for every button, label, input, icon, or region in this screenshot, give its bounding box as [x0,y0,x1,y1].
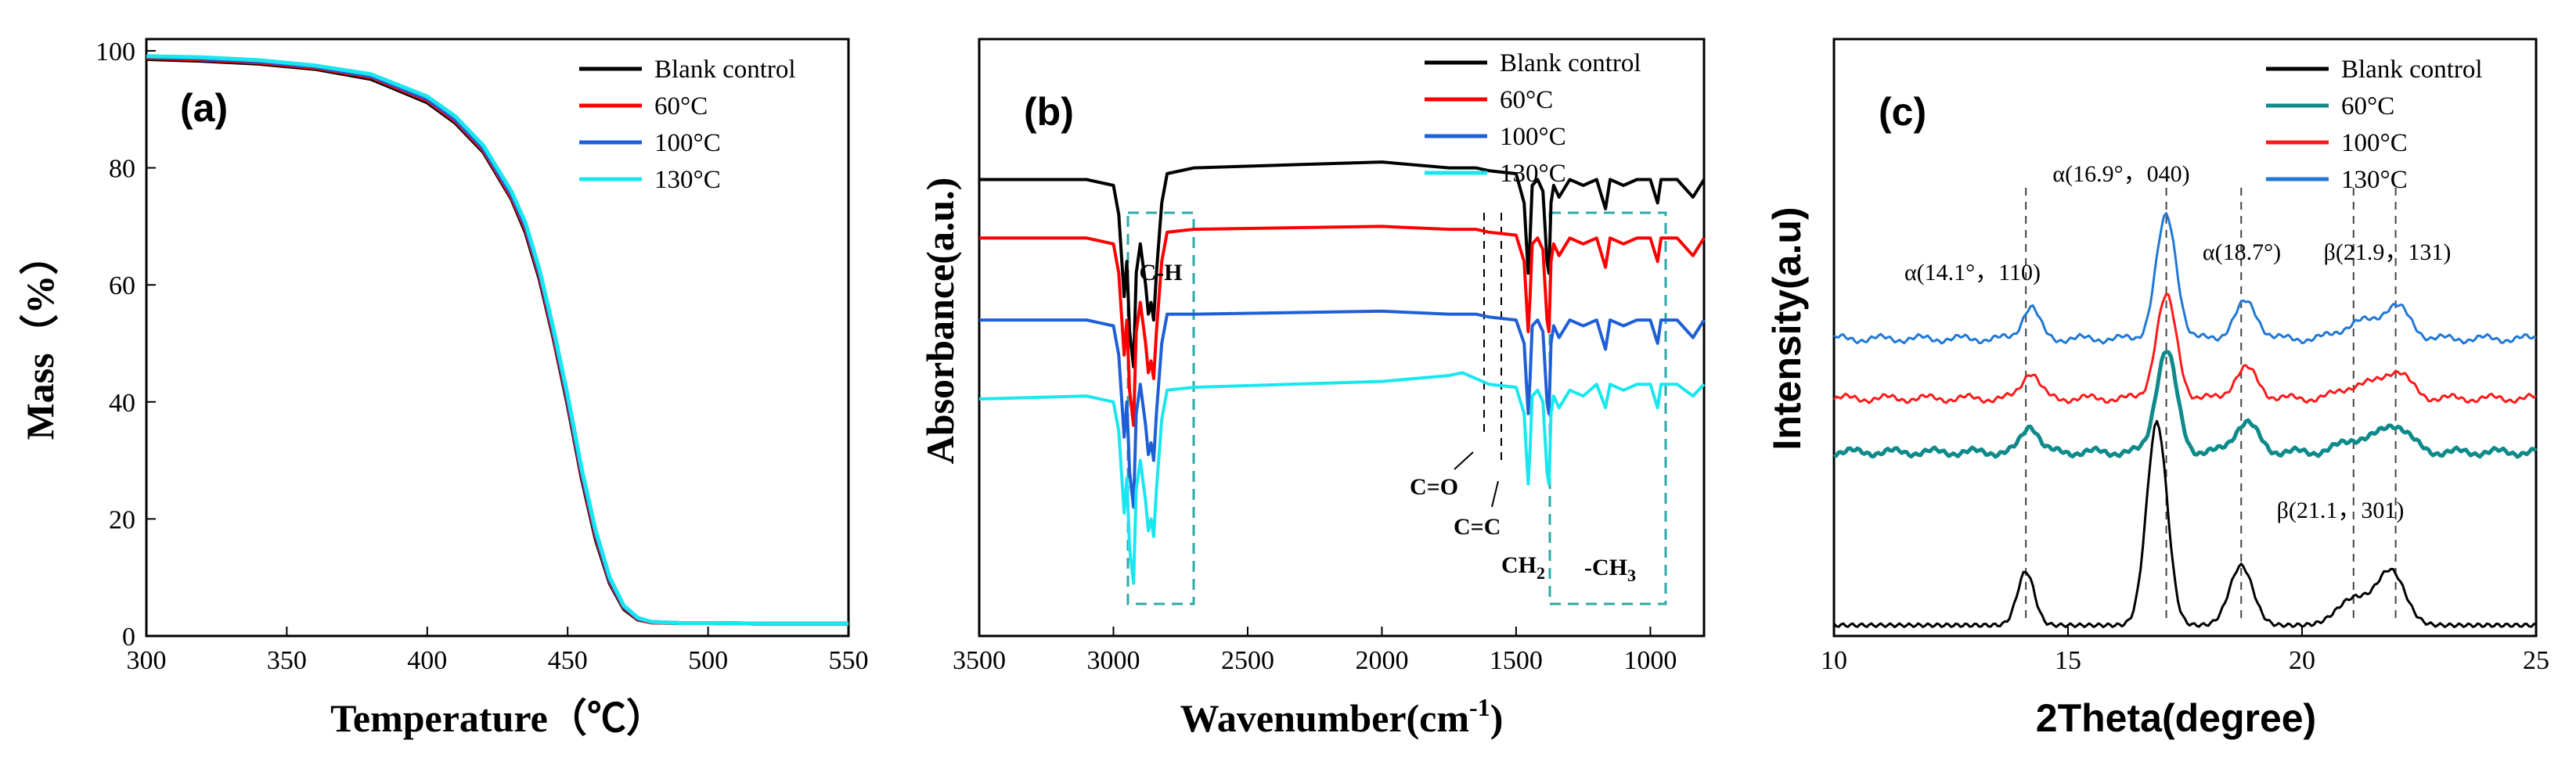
series-line-130-c [978,371,1706,585]
legend-label-100-c: 100°C [654,129,721,157]
legend-label-100-c: 100°C [1500,123,1566,151]
panel-c-peak-guides [2025,188,2397,618]
legend-label-130-c: 130°C [1500,160,1566,188]
legend-label-130-c: 130°C [654,166,721,194]
panel-c-ticks: 10 15 20 25 [1821,627,2549,675]
panel-b-frame [978,38,1706,638]
panel-b-ticks: 3500 3000 2500 2000 1500 1000 [953,627,1677,675]
panel-c-legend: Blank control 60°C 100°C 130°C [2266,56,2483,194]
legend-label-blank-control: Blank control [654,56,796,84]
panel-c-label: (c) [1879,90,1926,134]
panel-b-series [978,160,1706,585]
x-tick-label: 3500 [953,646,1006,675]
annotation-beta-301: β(21.1，301) [2277,498,2405,523]
panel-b-legend: Blank control 60°C 100°C 130°C [1425,49,1641,188]
legend-label-60-c: 60°C [2341,92,2394,120]
panel-b-xlabel: Wavenumber(cm-1) [1180,693,1504,740]
series-line-100-c [1832,293,2537,404]
legend-label-100-c: 100°C [2341,129,2408,157]
panel-a-ticks: 300 350 400 450 500 550 0 20 40 60 80 100 [95,38,869,675]
panel-b-ylabel: Absorbance(a.u.) [918,178,962,465]
series-line-blank-control [979,160,1706,368]
panel-b-highlight-boxes [1126,211,1667,605]
x-tick-label: 3000 [1086,646,1140,675]
series-line-100-c [979,309,1706,509]
y-tick-label: 40 [109,389,135,418]
panel-a-frame [145,38,850,638]
annotation-alpha-187: α(18.7°) [2203,239,2281,265]
ch3-region-box [1548,211,1667,605]
series-line-60-c [146,56,848,626]
x-tick-label: 300 [127,646,167,675]
annotation-beta-131: β(21.9，131) [2324,239,2452,265]
series-line-blank-control [146,56,848,626]
x-tick-label: 15 [2055,646,2081,675]
legend-label-blank-control: Blank control [2341,56,2483,84]
x-tick-label: 20 [2289,646,2315,675]
panel-a-ylabel: Mass（%） [18,235,62,440]
series-line-blank-control [1832,419,2537,629]
legend-label-60-c: 60°C [1500,86,1553,114]
panel-a-label: (a) [180,86,228,130]
annotation-c-h: C-H [1140,260,1183,286]
panel-c-series [1832,212,2538,629]
x-tick-label: 10 [1821,646,1847,675]
x-tick-label: 2500 [1221,646,1274,675]
panel-b-label: (b) [1024,90,1074,134]
annotation-c-o-arrow [1454,451,1474,470]
y-tick-label: 0 [122,623,135,652]
x-tick-label: 25 [2523,646,2549,675]
annotation-ch3: -CH3 [1584,555,1636,585]
y-tick-label: 80 [109,155,135,184]
legend-label-blank-control: Blank control [1500,49,1641,77]
annotation-c-c-arrow [1491,480,1499,508]
annotation-alpha-040: α(16.9°，040) [2052,161,2189,187]
annotation-ch2: CH2 [1501,552,1545,583]
ch-stretch-box [1126,211,1195,605]
panel-b: 3500 3000 2500 2000 1500 1000 (b) Wavenumber(… [918,38,1706,740]
panel-a-series [146,54,848,626]
annotation-alpha-110: α(14.1°，110) [1904,260,2041,286]
panel-a-legend: Blank control 60°C 100°C 130°C [579,56,796,194]
series-line-100-c [146,54,848,626]
series-line-130-c [146,54,848,626]
x-tick-label: 2000 [1355,646,1408,675]
legend-label-130-c: 130°C [2341,166,2408,194]
panel-c: 10 15 20 25 (c) 2Theta(degree) Intensity(a.… [1765,38,2549,740]
y-tick-label: 100 [95,38,135,66]
panel-c-xlabel: 2Theta(degree) [2036,696,2316,740]
legend-label-60-c: 60°C [654,92,708,120]
annotation-c-c: C=C [1454,514,1501,540]
panel-a-xlabel: Temperature（℃） [330,696,665,740]
series-line-60-c [979,225,1706,427]
x-tick-label: 350 [267,646,307,675]
annotation-c-o: C=O [1410,474,1458,500]
panel-a: 300 350 400 450 500 550 0 20 40 60 80 100 (a) Tempe… [18,38,869,740]
series-line-130-c [1833,212,2537,345]
x-tick-label: 450 [548,646,588,675]
x-tick-label: 500 [688,646,728,675]
series-line-60-c [1832,350,2538,459]
y-tick-label: 60 [109,271,135,300]
y-tick-label: 20 [109,505,135,534]
panel-c-ylabel: Intensity(a.u) [1765,207,1809,450]
x-tick-label: 400 [407,646,447,675]
x-tick-label: 1000 [1623,646,1677,675]
x-tick-label: 1500 [1490,646,1543,675]
x-tick-label: 550 [829,646,869,675]
